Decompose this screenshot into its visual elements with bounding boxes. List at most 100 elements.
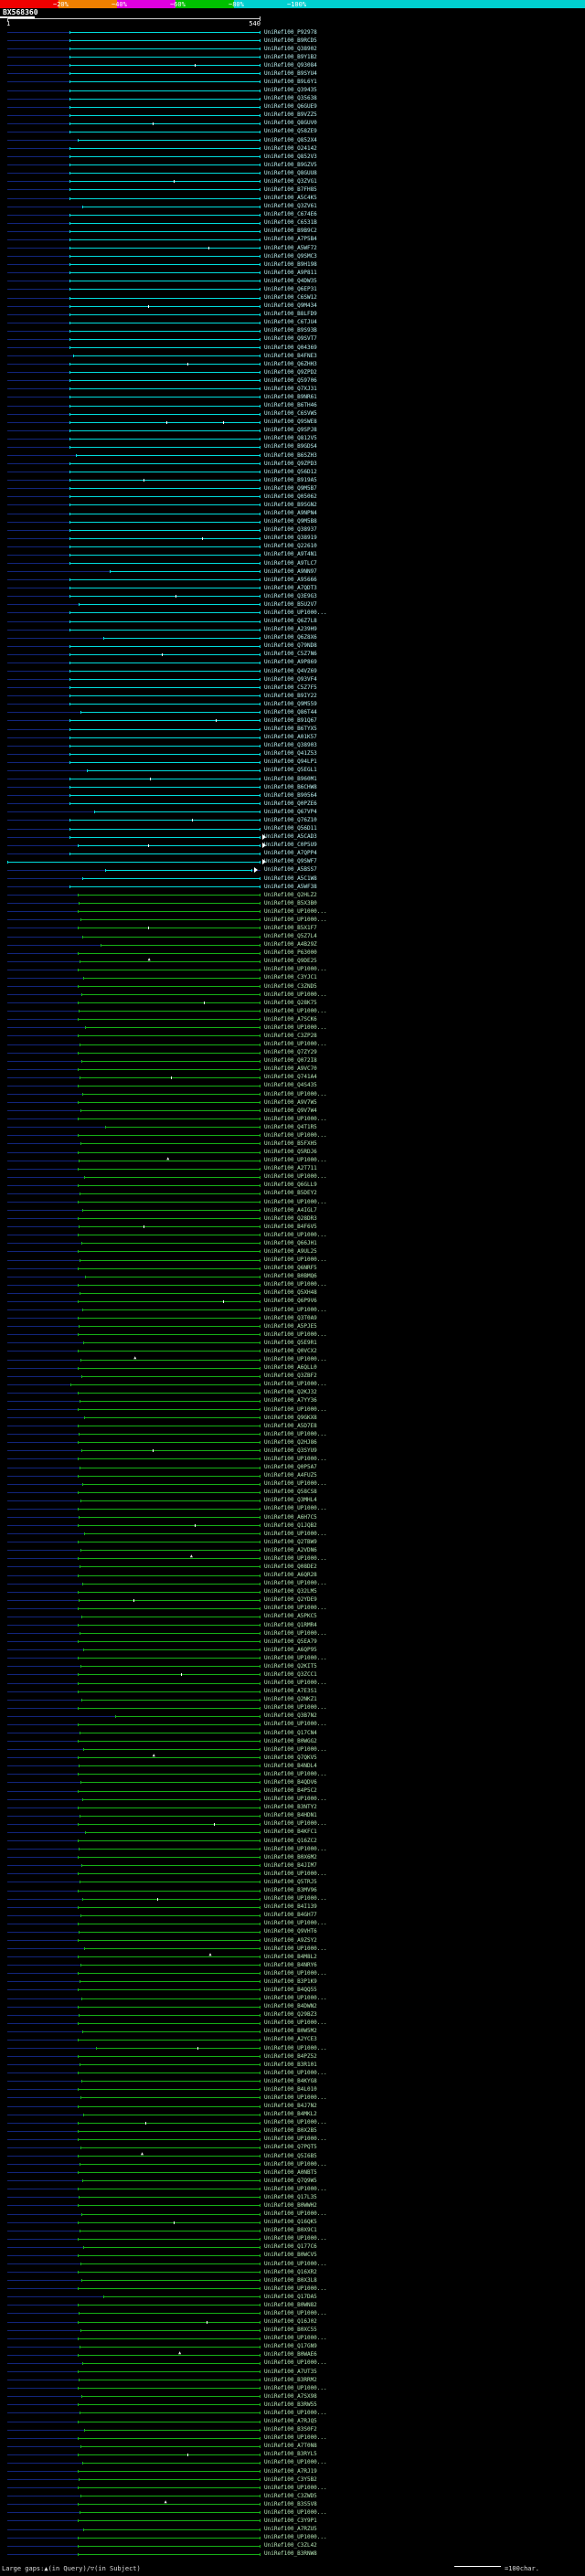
hit-label[interactable]: UniRef100_Q38903 (264, 742, 317, 749)
hit-label[interactable]: UniRef100_B6SZH3 (264, 451, 317, 459)
hit-label[interactable]: UniRef100_Q17L35 (264, 2193, 317, 2200)
hit-label[interactable]: UniRef100_UP1000... (264, 1870, 327, 1877)
hit-label[interactable]: UniRef100_UP1000... (264, 2210, 327, 2218)
hit-label[interactable]: UniRef100_A7RZU5 (264, 2526, 317, 2533)
hit-label[interactable]: UniRef100_Q3ZCC1 (264, 1671, 317, 1678)
hit-label[interactable]: UniRef100_P92978 (264, 28, 317, 36)
hit-label[interactable]: UniRef100_Q9SPJ8 (264, 427, 317, 434)
hit-label[interactable]: UniRef100_Q6Z7L8 (264, 618, 317, 625)
hit-label[interactable]: UniRef100_UP1000... (264, 1704, 327, 1712)
hit-label[interactable]: UniRef100_B4NRY6 (264, 1961, 317, 1968)
hit-label[interactable]: UniRef100_B5DEY2 (264, 1190, 317, 1197)
hit-label[interactable]: UniRef100_Q7Q9W5 (264, 2177, 317, 2184)
hit-label[interactable]: UniRef100_Q5E9R1 (264, 1339, 317, 1346)
hit-label[interactable]: UniRef100_UP1000... (264, 2160, 327, 2168)
hit-label[interactable]: UniRef100_B4DWN2 (264, 2003, 317, 2010)
hit-label[interactable]: UniRef100_C0P5U9 (264, 842, 317, 849)
hit-label[interactable]: UniRef100_B4NDL4 (264, 1762, 317, 1769)
hit-label[interactable]: UniRef100_B9SGN2 (264, 501, 317, 508)
hit-label[interactable]: UniRef100_Q16XR2 (264, 2268, 317, 2275)
hit-label[interactable]: UniRef100_Q3E9G3 (264, 592, 317, 599)
hit-label[interactable]: UniRef100_Q6GLL9 (264, 1182, 317, 1189)
hit-label[interactable]: UniRef100_Q76Z10 (264, 816, 317, 823)
hit-label[interactable]: UniRef100_B9L6Y1 (264, 79, 317, 85)
hit-label[interactable]: UniRef100_Q9VHT6 (264, 1928, 317, 1935)
hit-label[interactable]: UniRef100_UP1000... (264, 2335, 327, 2342)
hit-label[interactable]: UniRef100_UP1000... (264, 2069, 327, 2076)
hit-label[interactable]: UniRef100_Q9SMC3 (264, 252, 317, 260)
hit-label[interactable]: UniRef100_B9SYU4 (264, 69, 317, 77)
hit-label[interactable]: UniRef100_A7SCK6 (264, 1015, 317, 1023)
hit-label[interactable]: UniRef100_B4KYG8 (264, 2077, 317, 2084)
hit-label[interactable]: UniRef100_Q3ZVG1 (264, 177, 317, 185)
hit-label[interactable]: UniRef100_B3RNW8 (264, 2550, 317, 2558)
hit-label[interactable]: UniRef100_C674E6 (264, 211, 317, 218)
hit-label[interactable]: UniRef100_B0WWH2 (264, 2202, 317, 2209)
hit-label[interactable]: UniRef100_A7YY36 (264, 1397, 317, 1405)
hit-label[interactable]: UniRef100_B4JIM7 (264, 1861, 317, 1869)
hit-label[interactable]: UniRef100_B4P5C2 (264, 1787, 317, 1795)
hit-label[interactable]: UniRef100_UP1000... (264, 1820, 327, 1828)
hit-label[interactable]: UniRef100_B0WAE6 (264, 2351, 317, 2359)
hit-label[interactable]: UniRef100_Q35638 (264, 95, 317, 102)
hit-label[interactable]: UniRef100_UP1000... (264, 2508, 327, 2516)
hit-label[interactable]: UniRef100_P63000 (264, 949, 317, 957)
hit-label[interactable]: UniRef100_UP1000... (264, 1381, 327, 1388)
hit-label[interactable]: UniRef100_UP1000... (264, 907, 327, 915)
hit-label[interactable]: UniRef100_A6QR28 (264, 1572, 317, 1579)
hit-label[interactable]: UniRef100_A7QDT3 (264, 584, 317, 591)
hit-label[interactable]: UniRef100_UP1000... (264, 1530, 327, 1537)
hit-label[interactable]: UniRef100_B90564 (264, 791, 317, 799)
hit-label[interactable]: UniRef100_A9NPN4 (264, 510, 317, 517)
hit-label[interactable]: UniRef100_Q32LM5 (264, 1588, 317, 1595)
hit-label[interactable]: UniRef100_B8LFD9 (264, 311, 317, 318)
hit-label[interactable]: UniRef100_B9RCD5 (264, 37, 317, 44)
hit-label[interactable]: UniRef100_A6H7C5 (264, 1513, 317, 1521)
hit-label[interactable]: UniRef100_Q6NRF5 (264, 1265, 317, 1272)
hit-label[interactable]: UniRef100_Q6Z8X6 (264, 634, 317, 641)
hit-label[interactable]: UniRef100_A7QPP4 (264, 850, 317, 857)
hit-label[interactable]: UniRef100_Q8GUV0 (264, 120, 317, 127)
hit-label[interactable]: UniRef100_A5WF38 (264, 883, 317, 890)
hit-label[interactable]: UniRef100_B9B9C2 (264, 228, 317, 235)
hit-label[interactable]: UniRef100_Q5Z7L4 (264, 933, 317, 940)
hit-label[interactable]: UniRef100_Q28K75 (264, 999, 317, 1006)
hit-label[interactable]: UniRef100_B960M1 (264, 775, 317, 782)
hit-label[interactable]: UniRef100_Q0PZE6 (264, 800, 317, 807)
hit-label[interactable]: UniRef100_Q39435 (264, 87, 317, 94)
hit-label[interactable]: UniRef100_Q8GUU8 (264, 169, 317, 176)
hit-label[interactable]: UniRef100_C5Z7F5 (264, 684, 317, 691)
hit-label[interactable]: UniRef100_Q1JQB2 (264, 1521, 317, 1529)
hit-label[interactable]: UniRef100_Q17CN4 (264, 1729, 317, 1736)
hit-label[interactable]: UniRef100_UP1000... (264, 2119, 327, 2126)
hit-label[interactable]: UniRef100_C3Y9P1 (264, 2517, 317, 2524)
hit-label[interactable]: UniRef100_B5X3B0 (264, 899, 317, 906)
hit-label[interactable]: UniRef100_UP1000... (264, 1554, 327, 1562)
hit-label[interactable]: UniRef100_Q5XH48 (264, 1289, 317, 1297)
hit-label[interactable]: UniRef100_Q9ZPD3 (264, 460, 317, 467)
hit-label[interactable]: UniRef100_UP1000... (264, 1007, 327, 1014)
hit-label[interactable]: UniRef100_Q93084 (264, 61, 317, 69)
hit-label[interactable]: UniRef100_Q2NKZ1 (264, 1696, 317, 1703)
hit-label[interactable]: UniRef100_A01K57 (264, 734, 317, 741)
hit-label[interactable]: UniRef100_C5Z7N6 (264, 651, 317, 658)
hit-label[interactable]: UniRef100_Q08DE2 (264, 1563, 317, 1570)
hit-label[interactable]: UniRef100_O24142 (264, 144, 317, 152)
hit-label[interactable]: UniRef100_B9H198 (264, 260, 317, 268)
hit-label[interactable]: UniRef100_Q17GN9 (264, 2343, 317, 2350)
hit-label[interactable]: UniRef100_UP1000... (264, 2094, 327, 2101)
hit-label[interactable]: UniRef100_Q1RMR4 (264, 1621, 317, 1628)
hit-label[interactable]: UniRef100_A5CAD3 (264, 833, 317, 841)
hit-label[interactable]: UniRef100_Q741A4 (264, 1074, 317, 1081)
hit-label[interactable]: UniRef100_Q7PQT5 (264, 2144, 317, 2151)
hit-label[interactable]: UniRef100_UP1000... (264, 916, 327, 923)
hit-label[interactable]: UniRef100_UP1000... (264, 1480, 327, 1488)
hit-label[interactable]: UniRef100_A5D7E8 (264, 1422, 317, 1429)
hit-label[interactable]: UniRef100_A9NN97 (264, 567, 317, 575)
hit-label[interactable]: UniRef100_A4IGL7 (264, 1206, 317, 1214)
hit-label[interactable]: UniRef100_Q852V3 (264, 153, 317, 160)
hit-label[interactable]: UniRef100_Q67VP4 (264, 808, 317, 815)
hit-label[interactable]: UniRef100_Q16J02 (264, 2318, 317, 2326)
hit-label[interactable]: UniRef100_Q22610 (264, 543, 317, 550)
hit-label[interactable]: UniRef100_A2T711 (264, 1165, 317, 1172)
